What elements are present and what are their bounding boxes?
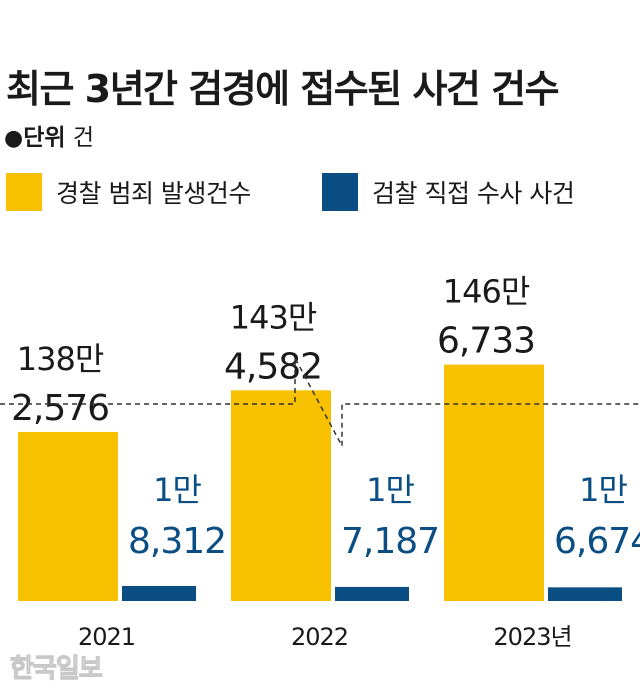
category-label-2022: 2022 xyxy=(291,623,348,651)
legend-label-prosecution: 검찰 직접 수사 사건 xyxy=(372,179,575,208)
data-label-prosecution-bottom-2021: 8,312 xyxy=(128,521,226,562)
data-label-prosecution-top-2022: 1만 xyxy=(366,471,414,509)
watermark-logo: 한국일보 xyxy=(10,654,104,685)
legend-swatch-prosecution xyxy=(322,173,358,211)
data-label-police-top-2022: 143만 xyxy=(230,298,317,336)
bar-prosecution-2022 xyxy=(335,586,409,601)
data-label-police-bottom-2023년: 6,733 xyxy=(437,321,535,362)
legend-swatch-police xyxy=(6,173,42,211)
axis-break-line xyxy=(0,357,640,447)
data-label-police-top-2023년: 146만 xyxy=(443,273,530,311)
chart-title: 최근 3년간 검경에 접수된 사건 건수 xyxy=(6,67,560,111)
data-label-police-bottom-2022: 4,582 xyxy=(224,346,322,387)
bar-prosecution-2023년 xyxy=(548,587,622,601)
data-label-prosecution-top-2021: 1만 xyxy=(153,471,201,509)
legend-item-police: 경찰 범죄 발생건수 xyxy=(6,172,251,212)
data-label-police-top-2021: 138만 xyxy=(17,340,104,378)
bar-prosecution-2021 xyxy=(122,586,196,601)
legend-label-police: 경찰 범죄 발생건수 xyxy=(56,179,251,208)
bar-police-2021 xyxy=(18,431,118,601)
category-label-2023년: 2023년 xyxy=(493,623,571,651)
legend-item-prosecution: 검찰 직접 수사 사건 xyxy=(322,172,575,212)
unit-value: 건 xyxy=(72,125,95,151)
unit-note: ●단위 건 xyxy=(4,118,94,152)
bar-police-2023년 xyxy=(444,364,544,601)
unit-label: 단위 xyxy=(23,125,66,151)
category-label-2021: 2021 xyxy=(78,623,135,651)
data-label-prosecution-bottom-2022: 7,187 xyxy=(341,521,439,562)
data-label-police-bottom-2021: 2,576 xyxy=(11,388,109,429)
data-label-prosecution-top-2023년: 1만 xyxy=(579,471,627,509)
bullet-icon: ● xyxy=(4,126,24,151)
bar-police-2022 xyxy=(231,390,331,601)
data-label-prosecution-bottom-2023년: 6,674 xyxy=(554,521,640,562)
